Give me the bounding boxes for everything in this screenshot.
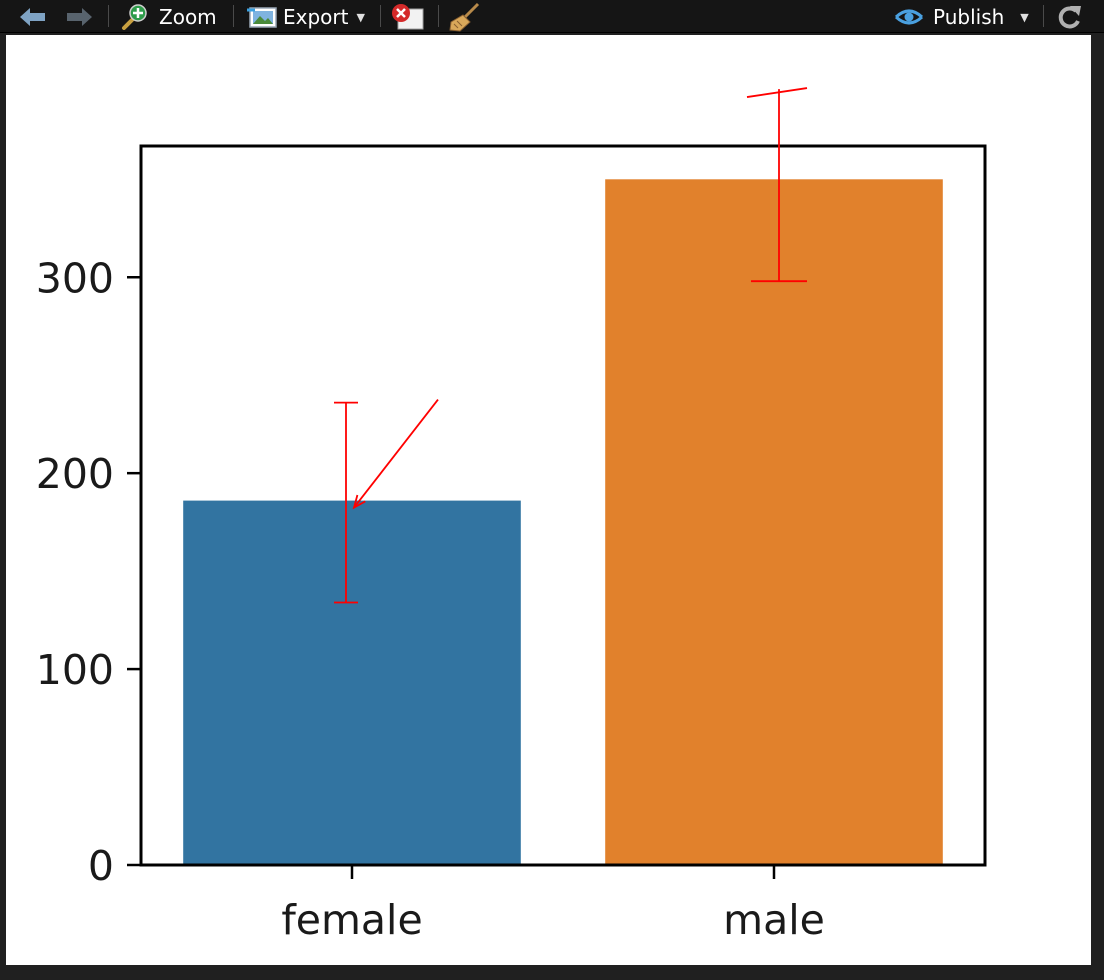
forward-button[interactable] [64, 0, 94, 33]
zoom-button[interactable]: Zoom [120, 0, 217, 33]
annotation-arrow [353, 399, 439, 509]
error-cap-top-male [746, 87, 808, 98]
zoom-label: Zoom [159, 4, 217, 29]
bar-male [605, 179, 943, 866]
image-export-icon [246, 5, 278, 29]
toolbar-separator [108, 5, 109, 27]
bar-female [183, 500, 521, 865]
export-menu[interactable]: Export ▼ [246, 0, 365, 33]
y-tick-label: 100 [36, 646, 114, 694]
plot-viewer: 0 100 200 300 female male [6, 35, 1091, 965]
toolbar-separator [380, 5, 381, 27]
chevron-down-icon: ▼ [356, 11, 365, 24]
publish-label: Publish [933, 4, 1005, 29]
toolbar-separator [438, 5, 439, 27]
refresh-icon [1054, 3, 1084, 31]
annotation-arrowhead [352, 494, 366, 510]
y-tick-label: 300 [36, 254, 114, 302]
clear-plots-button[interactable] [448, 0, 482, 33]
axes-frame [139, 144, 987, 867]
arrow-right-icon [64, 6, 94, 28]
y-tick-label: 200 [36, 450, 114, 498]
magnifier-plus-icon [120, 3, 150, 30]
bar-chart: 0 100 200 300 female male [36, 87, 987, 944]
remove-plot-button[interactable] [390, 0, 426, 33]
x-tick-label: female [281, 896, 422, 944]
toolbar-separator [233, 5, 234, 27]
broom-icon [448, 2, 482, 32]
publish-menu[interactable]: Publish ▼ [893, 0, 1029, 33]
publish-eye-icon [893, 5, 925, 29]
y-tick-label: 0 [88, 842, 114, 890]
toolbar-separator [1043, 5, 1044, 27]
plot-toolbar: Zoom Export ▼ [0, 0, 1104, 33]
remove-plot-icon [390, 3, 426, 31]
chevron-down-icon: ▼ [1020, 11, 1029, 24]
arrow-left-icon [18, 6, 48, 28]
back-button[interactable] [18, 0, 48, 33]
refresh-button[interactable] [1054, 0, 1084, 33]
export-label: Export [283, 4, 349, 29]
x-tick-label: male [723, 896, 825, 944]
